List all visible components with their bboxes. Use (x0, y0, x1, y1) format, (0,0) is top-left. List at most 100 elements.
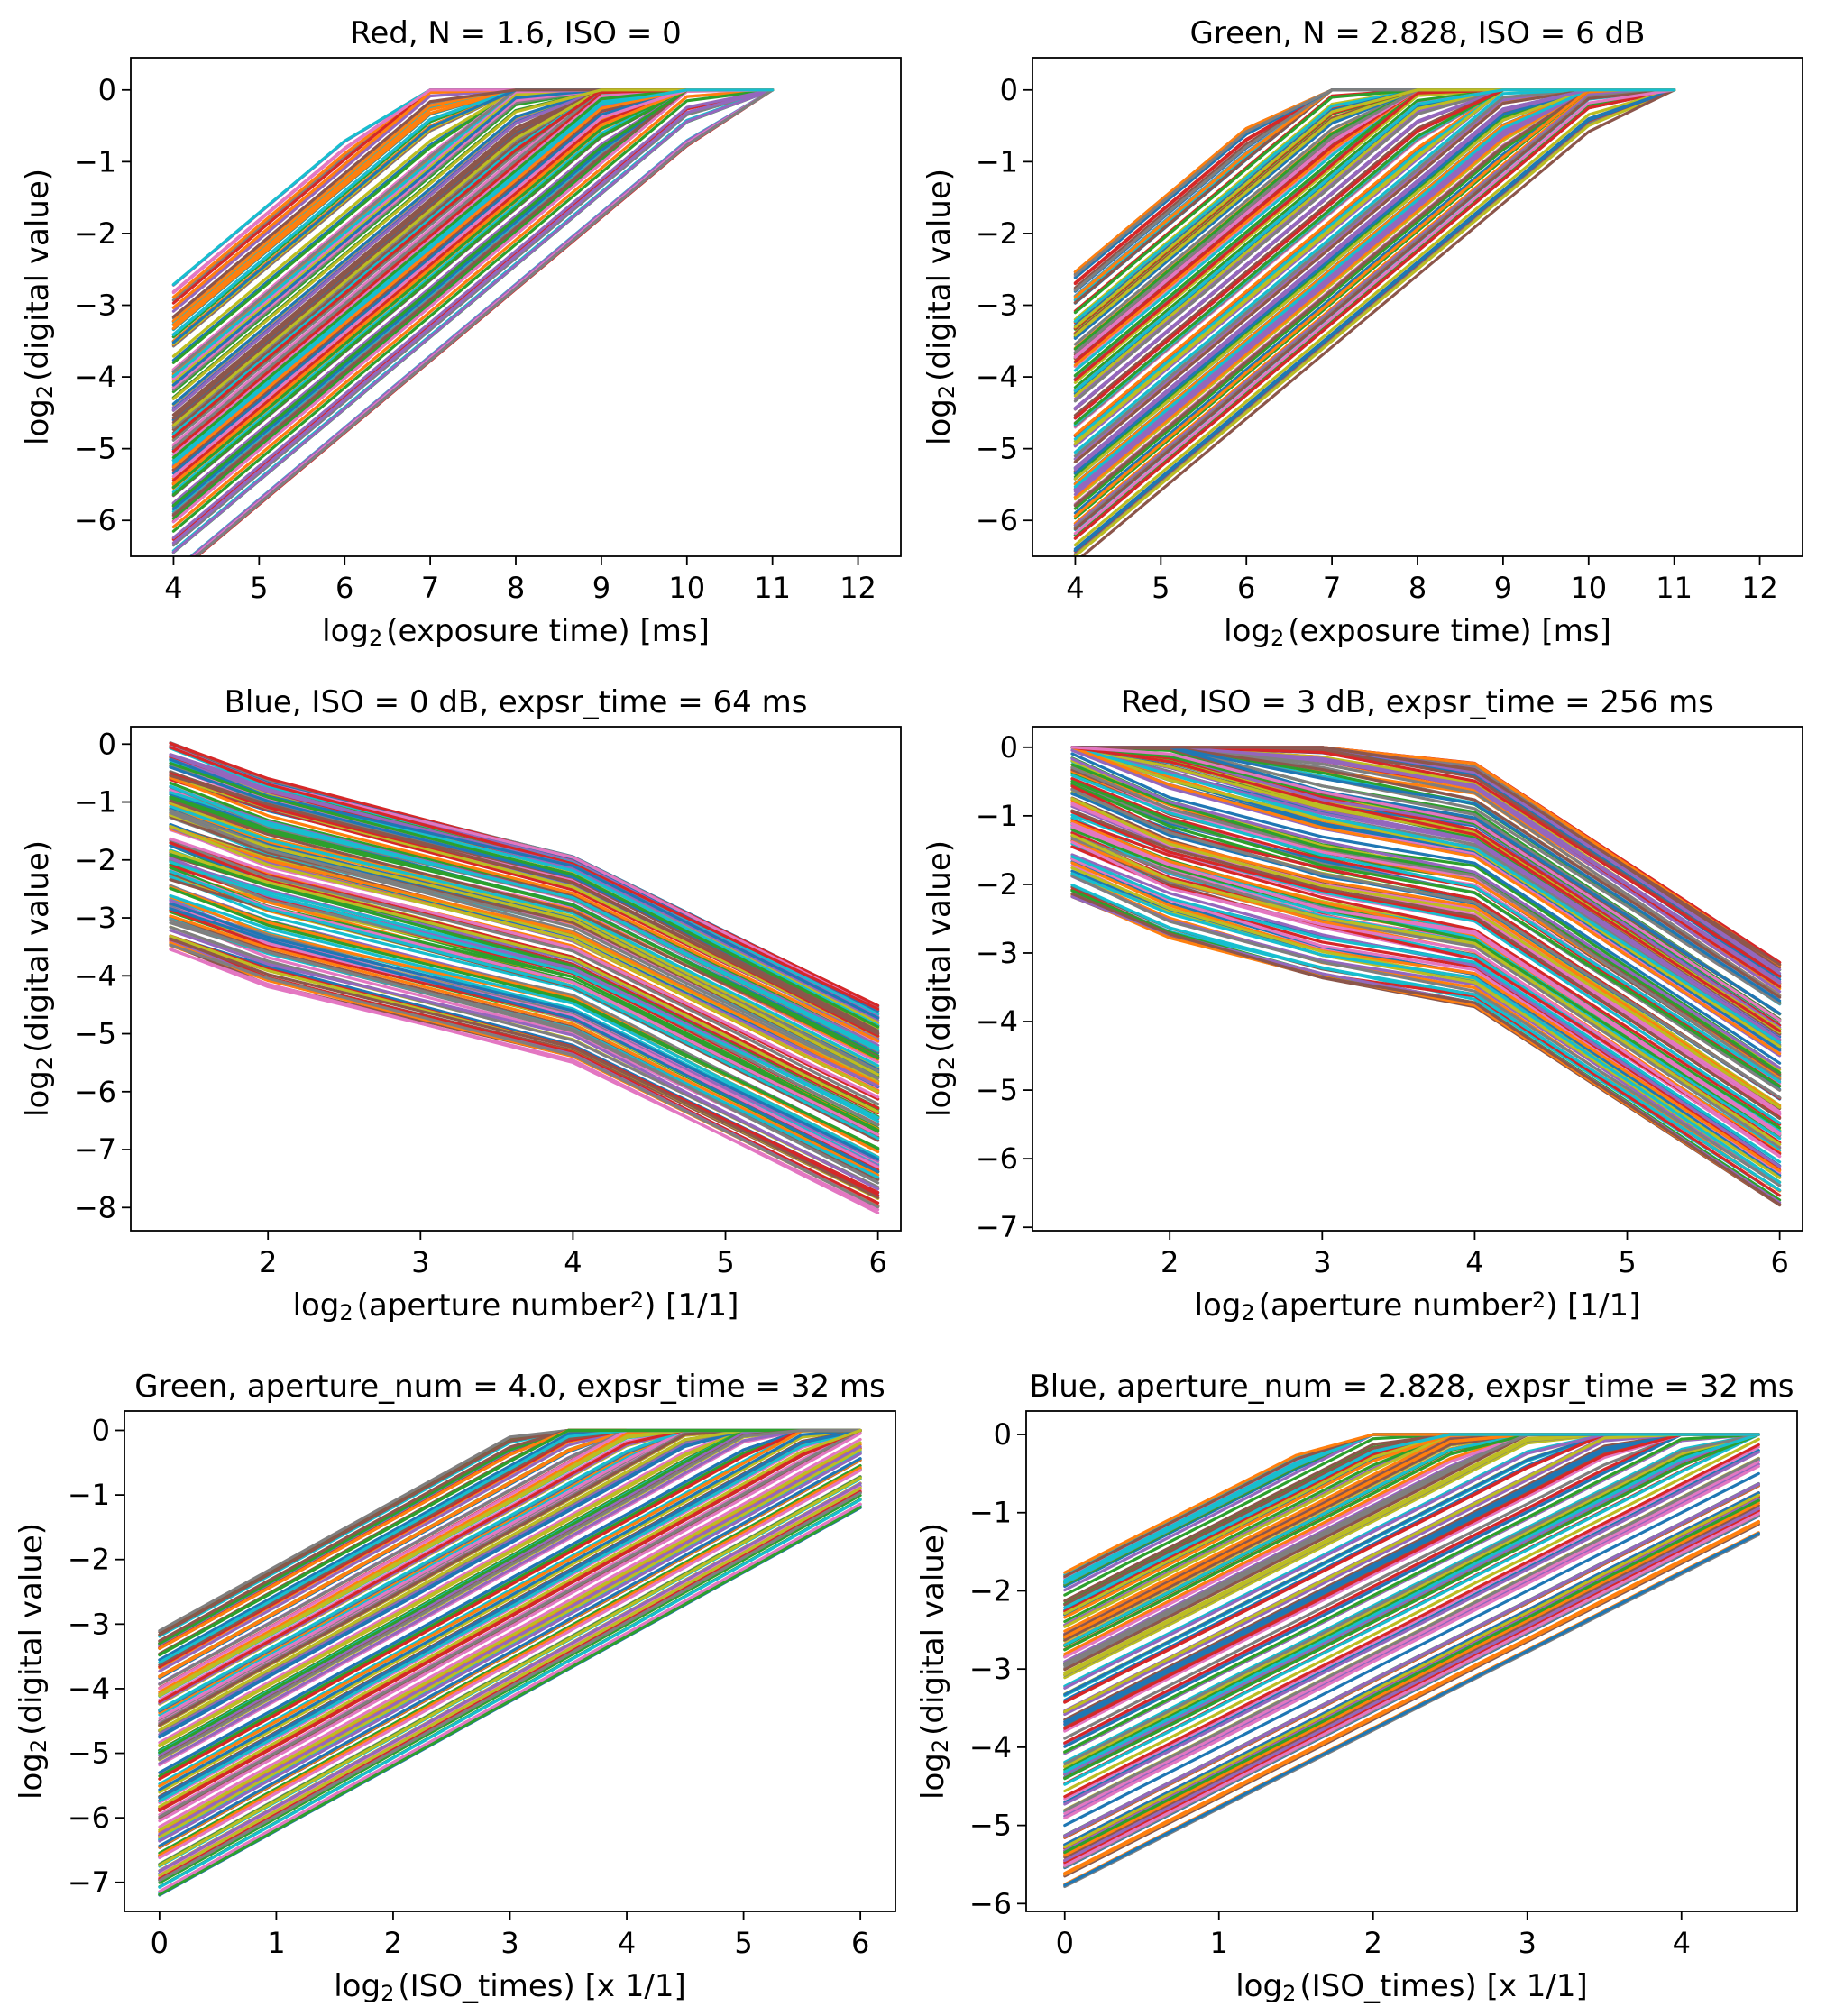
series-line (169, 784, 880, 1052)
series-line (158, 1437, 862, 1828)
y-tick-label: −3 (68, 1607, 110, 1641)
series-line (169, 937, 880, 1199)
series-group (1070, 746, 1782, 1207)
series-line (1073, 88, 1676, 551)
series-line (1063, 1433, 1760, 1786)
y-tick-label: 0 (92, 1413, 110, 1447)
subplot-5: 0 1 2 3 4 5 6 0 −1 −2 −3 −4 −5 −6 −7 Green, aperture_nu… (14, 1369, 896, 2006)
x-tick-label: 0 (151, 1926, 169, 1960)
x-tick-label: 8 (1408, 571, 1427, 605)
series-line (1070, 819, 1782, 1126)
series-line (1063, 1464, 1760, 1820)
series-line (171, 88, 775, 540)
series-line (1063, 1433, 1760, 1776)
series-line (171, 88, 775, 529)
y-tick-label: −4 (74, 360, 116, 394)
series-line (1070, 779, 1782, 1088)
x-tick-label: 3 (1313, 1245, 1331, 1279)
y-tick-label: −6 (74, 1075, 116, 1109)
series-line (171, 88, 775, 554)
y-tick-label: −1 (68, 1478, 110, 1512)
series-line (169, 824, 880, 1094)
label-part: ) [1/1] (1546, 1287, 1640, 1324)
y-tick-label: −5 (68, 1737, 110, 1771)
series-line (1070, 774, 1782, 1084)
label-part: log (1195, 1287, 1242, 1324)
chart-title: Green, aperture_num = 4.0, expsr_time = … (134, 1369, 885, 1405)
series-line (158, 1452, 862, 1843)
series-line (158, 1466, 862, 1857)
series-line (158, 1428, 862, 1761)
series-line (169, 902, 880, 1161)
series-line (158, 1491, 862, 1883)
label-part: 2 (32, 385, 58, 399)
series-line (1063, 1504, 1760, 1859)
series-line (158, 1428, 862, 1819)
y-tick-label: 0 (1000, 730, 1018, 765)
series-line (158, 1428, 862, 1803)
series-line (1070, 892, 1782, 1206)
label-part: 2 (32, 1057, 58, 1070)
y-tick-label: −1 (969, 1496, 1012, 1530)
y-tick-label: −7 (976, 1210, 1018, 1244)
label-part: (digital value) (20, 840, 56, 1053)
series-line (158, 1428, 862, 1786)
series-group (169, 741, 880, 1214)
series-line (189, 88, 775, 556)
x-tick-label: 6 (1770, 1245, 1788, 1279)
x-tick-label: 5 (1618, 1245, 1636, 1279)
series-line (158, 1428, 862, 1774)
y-tick-label: −4 (74, 958, 116, 993)
x-tick-label: 9 (592, 571, 610, 605)
series-line (169, 804, 880, 1068)
subplot-2: 4 5 6 7 8 9 10 11 12 0 −1 −2 −3 −4 −5 −6 Green, N = 2.82… (922, 15, 1803, 651)
series-line (1073, 88, 1676, 540)
series-line (1070, 857, 1782, 1175)
label-part: (aperture number (1259, 1287, 1532, 1324)
y-tick-label: −4 (68, 1672, 110, 1706)
series-line (1063, 1471, 1760, 1828)
y-tick-label: −3 (976, 936, 1018, 970)
series-line (1063, 1443, 1760, 1799)
y-axis-label: log2 (digital value) (915, 1523, 953, 1800)
series-line (1070, 746, 1782, 1022)
series-line (1063, 1493, 1760, 1849)
y-tick-label: −7 (68, 1865, 110, 1900)
y-tick-label: −2 (969, 1573, 1012, 1608)
y-tick-label: −5 (976, 1073, 1018, 1107)
series-line (1070, 840, 1782, 1158)
series-line (158, 1429, 862, 1820)
y-tick-label: 0 (994, 1417, 1012, 1452)
series-line (1063, 1457, 1760, 1812)
series-line (169, 869, 880, 1141)
y-tick-label: −6 (74, 503, 116, 537)
x-tick-label: 4 (1465, 1245, 1483, 1279)
x-tick-label: 3 (500, 1926, 518, 1960)
series-line (171, 88, 775, 465)
label-part: (ISO_times) [x 1/1] (1299, 1968, 1587, 2004)
label-part: log (293, 1287, 340, 1324)
x-axis-label: log2 (exposure time) [ms] (322, 613, 710, 651)
x-tick-label: 5 (250, 571, 268, 605)
series-line (158, 1428, 862, 1781)
y-tick-label: −1 (74, 144, 116, 179)
label-part: ) [1/1] (644, 1287, 739, 1324)
y-tick-label: −6 (68, 1801, 110, 1835)
x-tick-label: 5 (1152, 571, 1170, 605)
y-axis-label: log2 (digital value) (922, 169, 959, 445)
x-axis-label: log2 (ISO_times) [x 1/1] (334, 1968, 686, 2006)
x-tick-label: 3 (411, 1245, 429, 1279)
subplot-1: 4 5 6 7 8 9 10 11 12 0 −1 −2 −3 −4 −5 −6 Red, N = 1.6, I… (20, 15, 902, 651)
label-part: 2 (934, 1057, 959, 1070)
series-line (169, 866, 880, 1133)
series-line (169, 757, 880, 1020)
series-line (169, 799, 880, 1059)
x-tick-label: 3 (1519, 1926, 1537, 1960)
x-tick-label: 1 (267, 1926, 285, 1960)
series-line (1063, 1433, 1760, 1768)
y-tick-label: −4 (976, 1004, 1018, 1039)
series-line (1070, 853, 1782, 1168)
label-part: 2 (630, 1287, 644, 1313)
x-tick-label: 9 (1494, 571, 1512, 605)
label-part: (aperture number (357, 1287, 630, 1324)
